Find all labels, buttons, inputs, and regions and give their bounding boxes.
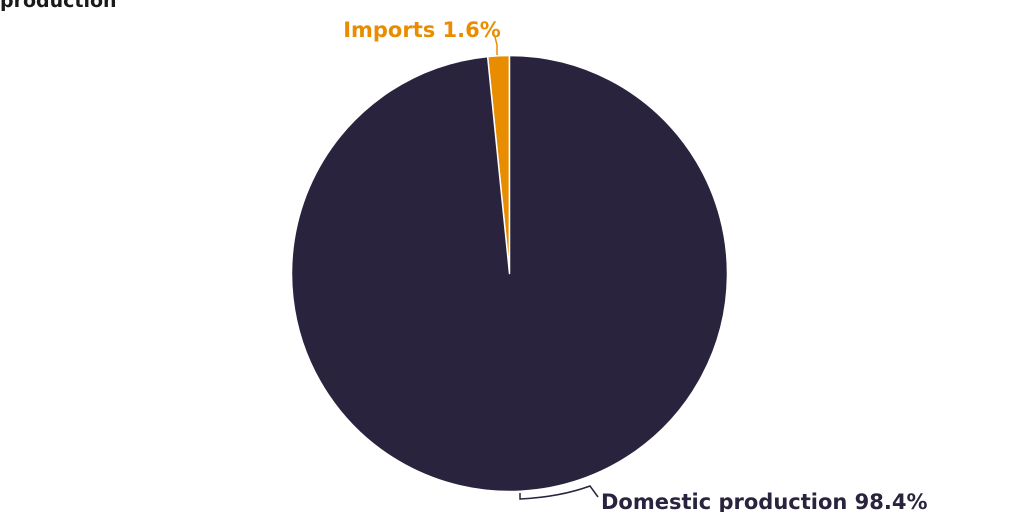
leader-line-domestic-production	[519, 485, 599, 500]
leader-line-imports	[494, 36, 498, 55]
chart-title-fragment: production	[0, 0, 117, 12]
pie-slice-domestic-production	[290, 54, 729, 493]
slice-label-imports: Imports 1.6%	[343, 18, 501, 42]
pie-slices	[290, 54, 729, 493]
label-leaders	[494, 36, 599, 500]
slice-label-domestic-production: Domestic production 98.4%	[601, 490, 928, 512]
